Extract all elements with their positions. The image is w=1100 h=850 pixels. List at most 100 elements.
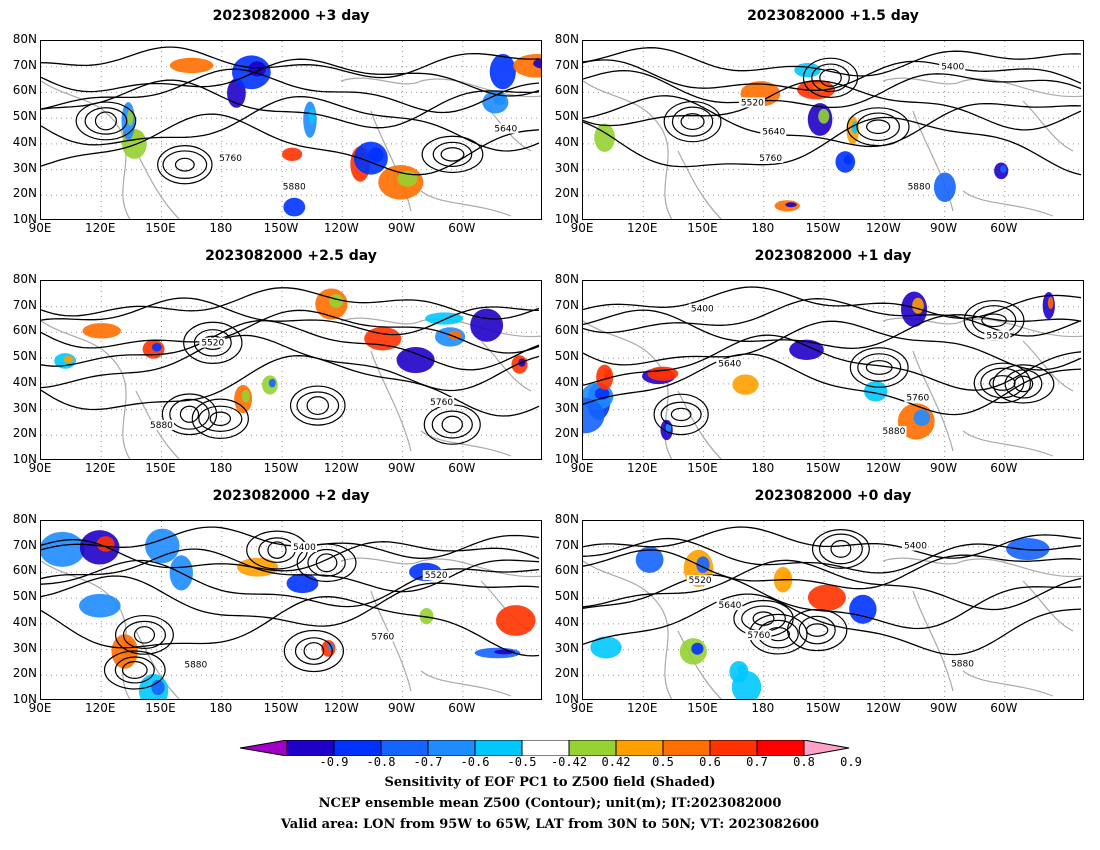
contour-label: 5640 xyxy=(718,360,741,370)
lon-label: 90E xyxy=(570,701,594,715)
sensitivity-shading xyxy=(737,664,747,675)
lat-label: 40N xyxy=(554,614,579,629)
contour-label: 5520 xyxy=(986,331,1009,341)
lat-label: 80N xyxy=(554,32,579,46)
z500-closed-contour xyxy=(741,605,786,632)
lat-label: 80N xyxy=(12,32,37,46)
contour-label: 5520 xyxy=(689,576,712,586)
sensitivity-shading xyxy=(807,584,846,611)
coastline xyxy=(912,350,954,452)
contour-label: 5760 xyxy=(747,631,770,641)
z500-closed-contour xyxy=(307,548,346,577)
z500-contour xyxy=(583,537,1082,574)
z500-contour xyxy=(583,59,1082,91)
lon-label: 60W xyxy=(990,461,1018,475)
z500-closed-contour xyxy=(981,313,1007,328)
sensitivity-shading xyxy=(489,53,516,90)
z500-closed-contour xyxy=(830,540,852,558)
sensitivity-shading xyxy=(635,546,664,573)
sensitivity-shading xyxy=(785,202,797,208)
colorbar-arrow-left xyxy=(240,740,288,756)
colorbar-segment xyxy=(568,740,617,756)
z500-contour xyxy=(583,320,1082,371)
z500-closed-contour xyxy=(849,347,909,388)
contour-label-bg xyxy=(738,97,765,108)
contour-label-bg xyxy=(182,659,209,670)
lon-label: 150W xyxy=(263,701,299,715)
contour-label-bg xyxy=(369,631,396,642)
z500-closed-contour xyxy=(157,145,213,185)
lon-label: 150E xyxy=(687,701,718,715)
lat-label: 40N xyxy=(12,614,37,629)
lon-label: 120W xyxy=(323,701,359,715)
sensitivity-shading xyxy=(513,53,541,78)
colorbar-segment xyxy=(474,740,523,756)
z500-closed-contour xyxy=(663,100,722,143)
sensitivity-shading xyxy=(268,378,276,388)
colorbar-segment xyxy=(427,740,476,756)
lon-label: 60W xyxy=(448,221,476,235)
contour-label: 5760 xyxy=(759,154,782,164)
coastline xyxy=(420,670,512,697)
contour-label: 5880 xyxy=(908,182,931,192)
sensitivity-shading xyxy=(63,355,74,363)
lat-label: 80N xyxy=(12,272,37,286)
contour-label-bg xyxy=(760,126,787,137)
z500-closed-contour xyxy=(846,107,910,147)
coastline xyxy=(677,630,722,699)
contour-label: 5520 xyxy=(425,571,448,581)
lon-label: 120E xyxy=(85,461,116,475)
lat-label: 10N xyxy=(554,452,579,466)
contour-label-bg xyxy=(217,152,244,163)
lat-label: 30N xyxy=(12,640,37,655)
colorbar-label: -0.7 xyxy=(413,755,443,769)
lat-label: 20N xyxy=(554,426,579,441)
contour-label-bg xyxy=(688,303,715,314)
coastline xyxy=(41,560,131,699)
lon-label: 150E xyxy=(687,461,718,475)
contour-label-bg xyxy=(902,540,929,551)
z500-closed-contour xyxy=(174,157,195,172)
sensitivity-shading xyxy=(96,536,115,552)
lat-label: 10N xyxy=(554,692,579,706)
map-area: 5400 5520 5640 5760 5880 xyxy=(582,40,1084,220)
sensitivity-shading xyxy=(781,571,790,583)
coastline xyxy=(962,430,1054,457)
z500-closed-contour xyxy=(670,407,692,422)
lat-label: 80N xyxy=(554,512,579,526)
z500-contour xyxy=(583,298,1082,337)
sensitivity-shading xyxy=(843,154,853,165)
lon-label: 150E xyxy=(145,221,176,235)
contour-label-bg xyxy=(880,426,907,437)
lon-label: 120E xyxy=(627,221,658,235)
z500-closed-contour xyxy=(802,57,859,99)
contour-label: 5760 xyxy=(906,394,929,404)
contour-label: 5400 xyxy=(691,305,714,315)
sensitivity-shading xyxy=(590,636,622,659)
colorbar-label: -0.8 xyxy=(366,755,396,769)
colorbar-label: -0.9 xyxy=(319,755,349,769)
sensitivity-shading xyxy=(647,366,679,381)
contour-label-bg xyxy=(428,397,455,408)
z500-closed-contour xyxy=(856,112,900,142)
z500-closed-contour xyxy=(294,637,333,665)
lon-label: 150W xyxy=(263,221,299,235)
coastline xyxy=(41,80,131,219)
z500-closed-contour xyxy=(198,405,243,432)
panel-title: 2023082000 +1.5 day xyxy=(747,8,919,24)
z500-closed-contour xyxy=(819,68,842,87)
lat-label: 20N xyxy=(554,186,579,201)
z500-closed-contour xyxy=(980,367,1025,399)
z500-contour xyxy=(41,46,540,79)
z500-contour xyxy=(583,80,1082,131)
lat-label: 10N xyxy=(12,452,37,466)
z500-closed-contour xyxy=(183,321,243,364)
z500-closed-contour xyxy=(653,393,709,436)
lon-label: 150E xyxy=(145,461,176,475)
sensitivity-shading xyxy=(818,108,830,124)
z500-closed-contour xyxy=(133,626,156,644)
lat-label: 70N xyxy=(12,57,37,72)
lat-label: 10N xyxy=(12,212,37,226)
sensitivity-shading xyxy=(237,557,279,577)
z500-closed-contour xyxy=(84,107,128,135)
